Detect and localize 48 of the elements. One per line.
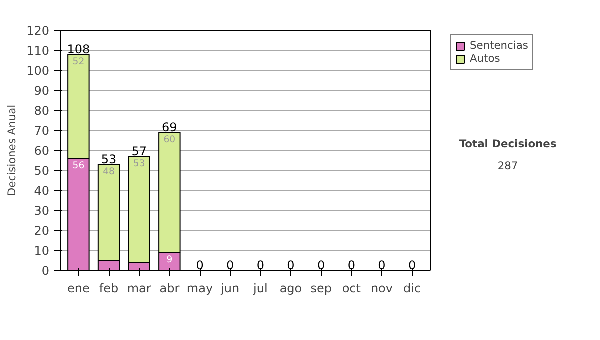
data-label: 9 [166, 254, 173, 266]
x-tick-label: ago [280, 282, 302, 296]
total-label: 0 [256, 258, 264, 272]
x-tick-label: may [186, 282, 214, 296]
total-label: 53 [101, 152, 117, 166]
y-tick-label: 50 [34, 164, 50, 178]
y-tick-label: 30 [34, 204, 50, 218]
total-label: 0 [196, 258, 204, 272]
x-tick-label: mar [127, 282, 152, 296]
y-tick-label: 10 [34, 244, 50, 258]
x-tick-label: abr [160, 282, 180, 296]
total-label: 0 [226, 258, 234, 272]
x-tick-label: sep [310, 282, 332, 296]
total-label: 0 [378, 258, 386, 272]
text: Total Decisiones [459, 138, 557, 150]
y-tick-label: 40 [34, 184, 50, 198]
data-label: 48 [103, 166, 116, 178]
data-label: 53 [133, 158, 146, 170]
x-tick-label: ene [68, 282, 90, 296]
y-tick-label: 80 [34, 104, 50, 118]
x-tick-label: feb [99, 282, 119, 296]
total-label: 0 [318, 258, 326, 272]
y-tick-label: 90 [34, 84, 50, 98]
x-tick-label: jul [252, 282, 268, 296]
total-label: 0 [408, 258, 416, 272]
y-tick-label: 100 [26, 64, 50, 78]
total-label: 108 [67, 42, 90, 56]
y-tick-label: 120 [26, 24, 50, 38]
y-tick-label: 0 [42, 264, 50, 278]
total-label: 57 [132, 144, 147, 158]
y-axis-title: Decisiones Anual [6, 104, 19, 196]
y-tick-label: 70 [34, 124, 50, 138]
data-label: 60 [164, 134, 176, 146]
data-label: 56 [72, 160, 85, 172]
y-tick-label: 110 [26, 44, 50, 58]
legend-label: Sentencias [470, 39, 528, 52]
total-label: 69 [162, 120, 178, 134]
x-tick-label: oct [342, 282, 362, 296]
text: 287 [498, 160, 518, 173]
total-label: 0 [348, 258, 356, 272]
x-tick-label: nov [370, 282, 394, 296]
y-tick-label: 60 [34, 144, 50, 158]
y-tick-label: 20 [34, 224, 50, 238]
legend-label: Autos [470, 52, 500, 65]
data-label: 52 [72, 56, 85, 68]
x-tick-label: jun [220, 282, 240, 296]
total-label: 0 [287, 258, 295, 272]
x-tick-label: dic [404, 282, 422, 296]
